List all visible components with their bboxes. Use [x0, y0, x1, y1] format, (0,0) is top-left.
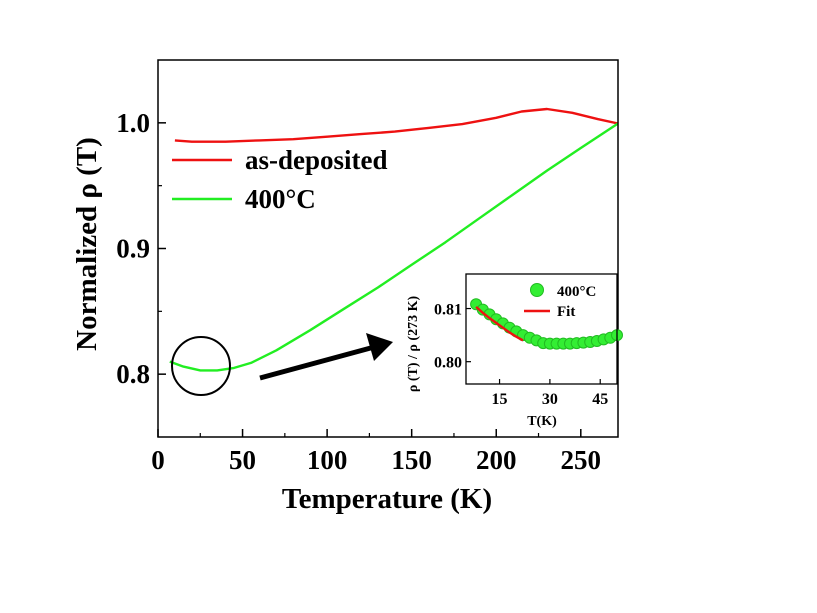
inset-fit-line [475, 305, 524, 342]
inset-chart: 0.80 0.81 15 30 45 T(K) ρ (T) / ρ (273 K… [406, 273, 623, 429]
main-plot-frame [157, 59, 619, 438]
main-legend: as-deposited 400°C [172, 145, 388, 214]
series-line-as-deposited [174, 107, 619, 143]
y-tick-label: 0.9 [116, 234, 150, 264]
x-tick-label: 50 [229, 445, 256, 475]
inset-x-axis-title: T(K) [527, 414, 557, 429]
annotation-arrow-shaft [259, 343, 379, 381]
main-series [169, 107, 619, 372]
inset-plot-frame [465, 273, 618, 385]
inset-y-tick-label: 0.80 [434, 355, 462, 372]
series-line-400c [169, 122, 619, 372]
x-axis-title: Temperature (K) [282, 483, 492, 515]
x-tick-label: 150 [391, 445, 432, 475]
inset-y-tick-label: 0.81 [434, 302, 462, 319]
inset-legend-marker [530, 283, 544, 297]
inset-series [470, 298, 623, 350]
inset-y-axis-title: ρ (T) / ρ (273 K) [406, 296, 421, 393]
inset-x-tick-label: 30 [542, 391, 558, 408]
legend-label-400c: 400°C [245, 184, 316, 214]
legend-label-as-deposited: as-deposited [245, 145, 388, 175]
y-tick-label: 1.0 [116, 108, 150, 138]
y-axis-title: Normalized ρ (T) [71, 137, 103, 351]
inset-legend: 400°C Fit [524, 283, 596, 320]
x-tick-label: 100 [307, 445, 348, 475]
x-tick-label: 200 [476, 445, 517, 475]
inset-ticks [466, 307, 601, 384]
inset-legend-label-400c: 400°C [557, 284, 596, 300]
x-tick-label: 250 [561, 445, 602, 475]
x-tick-label: 0 [151, 445, 165, 475]
annotation-arrow-head [366, 333, 393, 361]
minimum-highlight-circle [171, 336, 231, 396]
main-chart: 0.8 0.9 1.0 0 50 100 150 200 250 Tempera… [71, 59, 619, 515]
inset-legend-label-fit: Fit [557, 304, 575, 320]
inset-x-tick-label: 15 [492, 391, 508, 408]
y-tick-label: 0.8 [116, 359, 150, 389]
inset-x-tick-label: 45 [592, 391, 608, 408]
